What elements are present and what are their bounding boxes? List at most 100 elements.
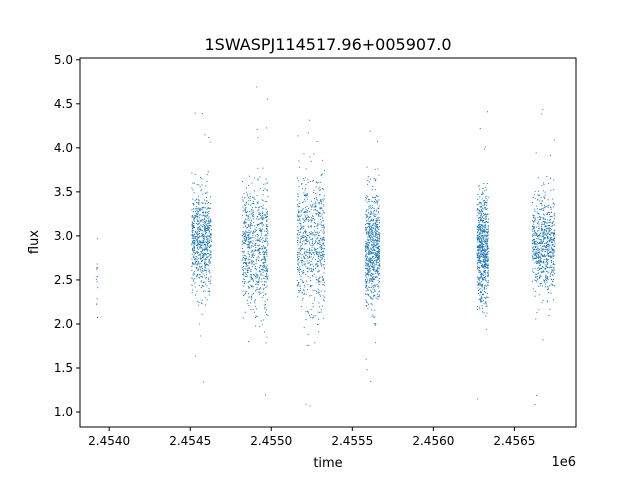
data-point: [311, 249, 313, 251]
data-point: [197, 243, 199, 245]
data-point: [263, 264, 265, 266]
data-point: [246, 271, 248, 273]
data-point: [305, 218, 307, 220]
data-point: [365, 261, 367, 263]
data-point: [318, 203, 320, 205]
data-point: [253, 221, 255, 223]
data-point: [322, 217, 324, 219]
data-point: [366, 263, 368, 265]
data-point: [367, 226, 369, 228]
data-point: [377, 196, 379, 198]
data-point: [549, 275, 551, 277]
data-point: [538, 285, 540, 287]
data-point: [261, 225, 263, 227]
data-point: [546, 259, 547, 261]
data-point: [253, 274, 255, 276]
data-point: [248, 254, 250, 255]
data-point: [263, 284, 265, 286]
data-point: [533, 242, 535, 244]
data-point: [200, 247, 202, 249]
data-point: [486, 246, 488, 248]
data-point: [485, 202, 487, 204]
data-point: [245, 262, 247, 264]
data-point: [483, 246, 485, 248]
data-point: [553, 269, 555, 271]
data-point: [201, 260, 203, 262]
data-point: [244, 231, 246, 233]
data-point: [317, 253, 319, 255]
data-point: [541, 254, 543, 256]
data-point: [309, 232, 311, 234]
data-point: [191, 223, 193, 225]
data-point: [308, 226, 310, 228]
data-point: [366, 285, 368, 287]
data-point: [551, 284, 553, 286]
data-point: [247, 252, 249, 254]
data-point: [248, 239, 250, 241]
data-point: [531, 280, 533, 282]
data-point: [262, 237, 264, 239]
data-point: [313, 230, 315, 232]
data-point: [205, 216, 207, 218]
data-point: [367, 196, 369, 198]
data-point: [324, 284, 326, 286]
data-point: [204, 229, 206, 231]
data-point: [532, 256, 534, 258]
data-point: [485, 305, 487, 307]
data-point: [266, 200, 268, 202]
data-point: [318, 202, 320, 204]
data-point: [204, 263, 206, 265]
data-point: [245, 262, 247, 264]
data-point: [370, 250, 372, 252]
data-point: [374, 285, 376, 287]
data-point: [199, 233, 201, 235]
data-point: [375, 290, 377, 292]
data-point: [250, 277, 252, 279]
data-point: [485, 252, 487, 254]
data-point: [204, 230, 206, 232]
data-point: [545, 248, 547, 250]
data-point: [483, 219, 485, 221]
data-point: [315, 198, 317, 200]
data-point: [485, 215, 487, 217]
data-point: [263, 224, 265, 226]
data-point: [304, 177, 306, 179]
data-point: [548, 255, 550, 257]
data-point: [242, 295, 244, 297]
data-point: [201, 246, 203, 248]
data-point: [198, 268, 200, 270]
data-point: [258, 250, 260, 252]
data-point: [480, 237, 482, 239]
data-point: [198, 184, 200, 186]
data-point: [365, 197, 367, 199]
data-point: [192, 249, 194, 251]
data-point: [369, 269, 371, 271]
data-point: [267, 196, 269, 198]
data-point: [321, 213, 323, 215]
data-point: [299, 285, 301, 287]
data-point: [250, 225, 252, 227]
data-point: [369, 267, 371, 269]
data-point: [541, 234, 543, 236]
data-point: [204, 267, 206, 269]
data-point: [191, 241, 193, 243]
data-point: [250, 309, 252, 311]
data-point: [547, 236, 549, 238]
data-point: [306, 260, 308, 262]
data-point: [543, 210, 545, 211]
data-point: [315, 212, 317, 214]
data-point: [478, 245, 480, 247]
data-point: [543, 232, 545, 234]
data-point: [300, 229, 302, 231]
data-point: [311, 233, 313, 235]
data-point: [247, 293, 249, 295]
data-point: [259, 267, 261, 269]
data-point: [543, 254, 545, 256]
data-point: [365, 293, 367, 295]
data-point: [552, 275, 554, 277]
data-point: [551, 211, 553, 213]
data-point: [201, 313, 203, 315]
data-point: [200, 224, 202, 226]
data-point: [371, 220, 373, 222]
data-point: [297, 242, 299, 244]
